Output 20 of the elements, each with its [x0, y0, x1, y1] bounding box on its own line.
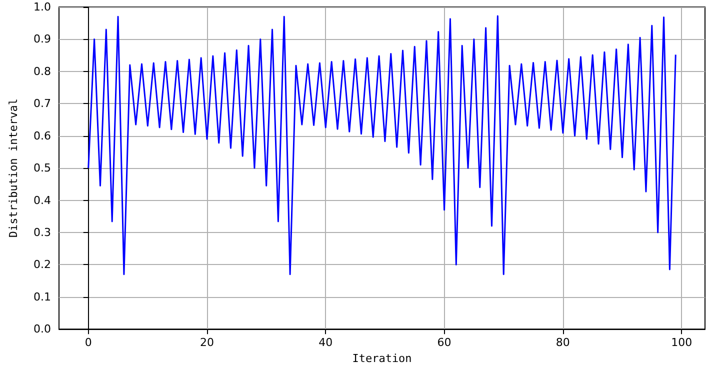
y-tick-label: 0.9: [34, 32, 51, 46]
x-tick-label: 20: [200, 336, 214, 350]
y-tick-label: 0.4: [34, 194, 51, 207]
x-tick-label: 40: [318, 336, 333, 350]
x-tick-label: 100: [671, 336, 692, 350]
y-tick-label: 0.7: [34, 97, 51, 110]
line-series: [88, 15, 676, 276]
y-tick-label: 0.8: [34, 64, 51, 78]
y-tick-label: 0.0: [34, 322, 51, 336]
y-tick-label: 0.3: [34, 226, 51, 239]
y-tick-label: 0.6: [34, 129, 51, 142]
y-axis-title: Distribution interval: [7, 98, 20, 238]
y-tick-label: 0.5: [34, 162, 51, 175]
x-tick-label: 80: [556, 336, 570, 350]
x-tick-label: 0: [84, 336, 92, 350]
x-tick-label: 60: [437, 336, 452, 350]
x-axis-title: Iteration: [352, 352, 412, 365]
y-tick-label: 0.2: [34, 258, 51, 272]
y-tick-label: 0.1: [34, 290, 51, 304]
y-tick-label: 1.0: [34, 0, 51, 14]
